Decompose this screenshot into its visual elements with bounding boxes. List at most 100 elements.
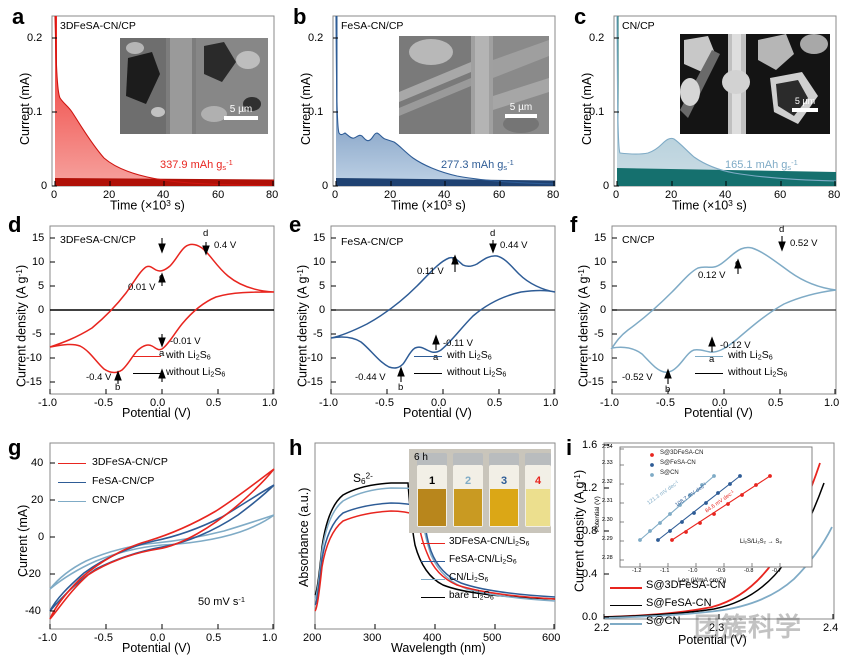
panel-b-xtick-3: 60 [493,189,506,201]
panel-g-ytick-4: 40 [31,457,44,469]
panel-h-peak-label: S62- [353,471,373,486]
panel-i-legend-swatch-1 [610,605,642,606]
panel-e-xaxis-title: Potential (V) [403,406,472,420]
panel-e-ytick-1: -10 [307,352,323,364]
panel-f-peak-d-id: d [779,224,785,235]
panel-d-xtick-3: 0.5 [206,397,222,409]
panel-i-ytick-4: 1.6 [582,439,598,451]
watermark: 团簇科学 [694,612,803,642]
panel-d-peak-a-value: -0.01 V [170,336,201,347]
panel-d-peak-b-id: b [115,382,121,393]
panel-a-ytick-1: 0.1 [27,106,43,118]
panel-i-ytick-3: 1.2 [582,482,598,494]
panel-i-inset-legend-0: S@3DFeSA-CN [660,450,704,456]
panel-e-yaxis-title: Current density (A g-1) [295,264,310,387]
panel-i-legend-swatch-0 [610,587,642,589]
panel-c-ytick-1: 0.1 [589,106,605,118]
panel-h-legend-swatch-2 [421,579,445,580]
panel-i-inset-ytick-3: 2.31 [602,498,613,504]
panel-i-inset-reaction-label: Li₂S/Li₂S₂ → S₈ [740,539,782,545]
panel-g-xaxis-title: Potential (V) [122,641,191,655]
panel-e-peak-d-value: 0.44 V [500,240,528,251]
panel-a-xtick-0: 0 [51,189,58,201]
panel-d-legend-0: with Li2S6 [166,349,211,362]
panel-h-legend-2: CN/Li2S6 [449,572,489,584]
panel-f-label: f [570,212,578,237]
panel-h-legend-0: 3DFeSA-CN/Li2S6 [449,536,530,548]
panel-g-xtick-4: 1.0 [262,632,278,644]
panel-e-ytick-0: -15 [307,376,323,388]
panel-d-legend-swatch-0 [133,356,161,357]
panel-f-ytick-6: 15 [594,232,607,244]
panel-a-plot: 5 µm [51,15,275,187]
panel-g-legend-swatch-0 [58,463,86,464]
panel-d-xtick-2: 0.0 [150,397,166,409]
panel-i-inset-xtick-2: -1.0 [688,568,698,574]
panel-i-inset-ytick-6: 2.34 [602,444,613,450]
panel-d-plot [49,225,275,395]
panel-a-ytick-0: 0 [41,180,48,192]
panel-f-peak-c-id: c [735,258,740,269]
panel-e-ytick-6: 15 [313,232,326,244]
panel-f-legend-1: without Li2S6 [728,366,788,379]
panel-f-xtick-1: -0.5 [656,397,675,409]
panel-i-inset-ytick-2: 2.30 [602,517,613,523]
panel-a-sem-inset [120,38,268,134]
panel-d-xaxis-title: Potential (V) [122,406,191,420]
panel-i-legend-2: S@CN [646,615,681,627]
panel-b-xtick-1: 20 [384,189,397,201]
panel-i-xtick-1: 2.3 [709,622,725,634]
panel-e-legend-1: without Li2S6 [447,366,507,379]
panel-i-plot [603,442,835,620]
panel-f-peak-a-id: a [709,354,715,365]
panel-i-label: i [566,435,573,460]
panel-h-vial-2-label: 2 [465,475,472,487]
panel-h-vial-4-label: 4 [535,475,542,487]
panel-a-xtick-4: 80 [266,189,279,201]
panel-i-xtick-2: 2.4 [823,622,839,634]
panel-f-ytick-5: 10 [594,256,607,268]
panel-c-plot: 5 µm [613,15,837,187]
panel-g-xtick-1: -0.5 [94,632,113,644]
panel-c-xtick-2: 40 [719,189,732,201]
panel-c-ytick-0: 0 [603,180,610,192]
panel-i-legend-1: S@FeSA-CN [646,597,712,609]
panel-b-label: b [293,4,307,29]
panel-d-legend-swatch-1 [133,373,161,374]
panel-g-ytick-0: -40 [25,605,41,617]
panel-c-xtick-1: 20 [665,189,678,201]
panel-h: h [281,427,563,662]
panel-d-ytick-6: 15 [32,232,45,244]
panel-h-xtick-0: 200 [303,632,322,644]
panel-b-ytick-1: 0.1 [308,106,324,118]
panel-d-peak-c-value: 0.01 V [128,282,156,293]
panel-i-xtick-0: 2.2 [594,622,610,634]
panel-i-ytick-1: 0.4 [582,568,598,580]
panel-g-scanrate-label: 50 mV s-1 [198,595,246,609]
panel-b-ytick-0: 0 [322,180,329,192]
panel-f-sample-label: CN/CP [622,234,655,246]
panel-g-legend-swatch-2 [58,501,86,502]
panel-e-peak-b-value: -0.44 V [355,372,386,383]
panel-i-inset-xtick-0: -1.2 [632,568,642,574]
panel-i-legend-0: S@3DFeSA-CN [646,579,726,591]
panel-e-ytick-3: 0 [319,304,326,316]
panel-e-peak-c-id: c [452,254,457,265]
panel-f-xtick-2: 0.0 [712,397,728,409]
panel-h-vial-1-label: 1 [429,475,436,487]
panel-d-sample-label: 3DFeSA-CN/CP [60,234,136,246]
panel-d-ytick-0: -15 [26,376,42,388]
panel-b: b [281,0,563,213]
panel-i-inset-xtick-1: -1.1 [660,568,670,574]
panel-i-ytick-0: 0.0 [582,611,598,623]
panel-f-legend-swatch-0 [695,356,723,357]
panel-b-ytick-2: 0.2 [308,32,324,44]
panel-e-ytick-2: -5 [313,328,323,340]
panel-g-legend-swatch-1 [58,482,86,483]
panel-a-yaxis-title: Current (mA) [18,72,32,145]
panel-i-inset-ytick-5: 2.33 [602,460,613,466]
panel-d-ytick-5: 10 [32,256,45,268]
panel-f-xtick-4: 1.0 [824,397,840,409]
panel-c-xaxis-title: Time (×103 s) [672,198,747,213]
